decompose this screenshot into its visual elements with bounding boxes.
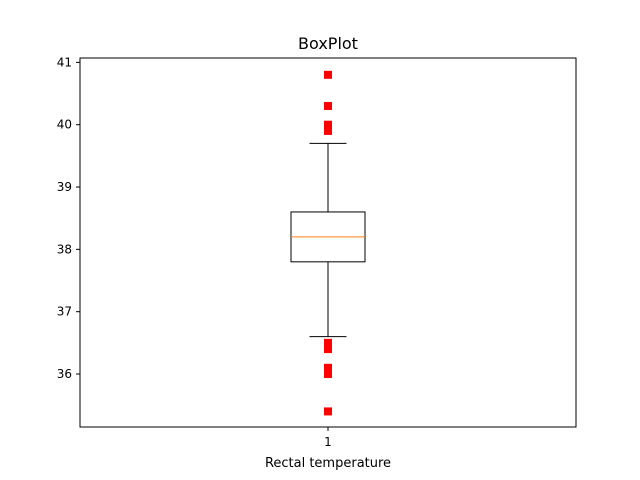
y-tick-label: 39	[57, 180, 72, 194]
outlier-point	[324, 101, 332, 110]
plot-marks	[290, 70, 366, 416]
y-tick-label: 36	[57, 367, 72, 381]
x-tick-label: 1	[324, 435, 332, 449]
outlier-point	[324, 120, 332, 129]
x-axis-label: Rectal temperature	[265, 456, 391, 471]
x-axis: 1	[324, 427, 332, 449]
outlier-point	[324, 407, 332, 416]
outlier-point	[324, 338, 332, 347]
outlier-point	[324, 370, 332, 379]
y-tick-label: 40	[57, 118, 72, 132]
y-tick-label: 37	[57, 305, 72, 319]
outlier-point	[324, 363, 332, 372]
y-tick-label: 38	[57, 242, 72, 256]
y-tick-label: 41	[57, 55, 72, 69]
outlier-point	[324, 345, 332, 354]
y-axis: 36 37 38 39 40 41	[57, 55, 80, 381]
outlier-point	[324, 126, 332, 135]
chart-title: BoxPlot	[298, 34, 358, 53]
outlier-point	[324, 70, 332, 79]
